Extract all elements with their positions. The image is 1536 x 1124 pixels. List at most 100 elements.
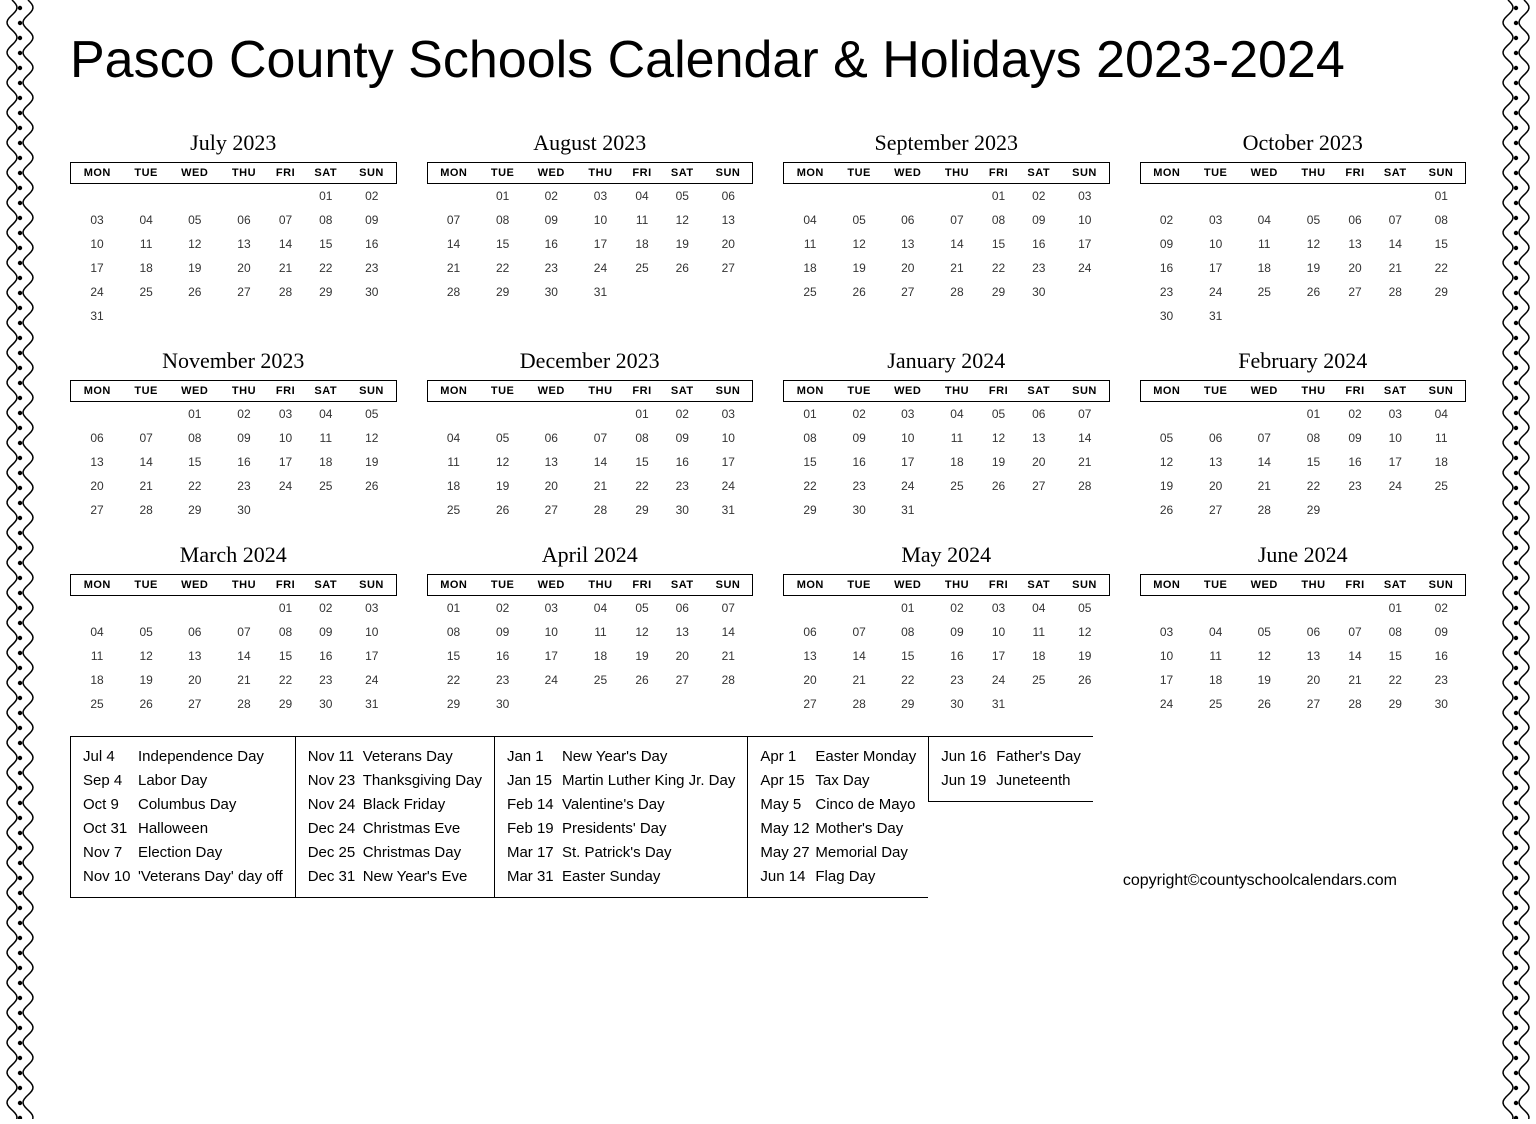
day-cell: 14: [267, 232, 304, 256]
day-cell: 15: [304, 232, 348, 256]
day-cell: 10: [1140, 644, 1193, 668]
day-cell: 12: [124, 644, 169, 668]
day-header: SAT: [1017, 575, 1061, 596]
day-cell: 21: [934, 256, 980, 280]
day-cell: 10: [980, 620, 1017, 644]
day-cell: 11: [1193, 644, 1238, 668]
holiday-row: May 5Cinco de Mayo: [760, 793, 916, 817]
day-header: MON: [1140, 575, 1193, 596]
month-block: October 2023MONTUEWEDTHUFRISATSUN0102030…: [1140, 130, 1467, 328]
day-cell-empty: [1374, 184, 1418, 209]
day-cell: 26: [1061, 668, 1109, 692]
day-cell: 30: [221, 498, 267, 522]
day-cell: 29: [1417, 280, 1465, 304]
day-cell: 09: [1017, 208, 1061, 232]
day-header: WED: [882, 381, 934, 402]
day-cell: 21: [577, 474, 623, 498]
day-cell: 25: [124, 280, 169, 304]
day-header: TUE: [480, 575, 525, 596]
day-cell: 19: [1140, 474, 1193, 498]
holiday-date: Jul 4: [83, 745, 138, 769]
month-name: February 2024: [1140, 348, 1467, 374]
holiday-date: Mar 17: [507, 841, 562, 865]
day-header: TUE: [837, 381, 882, 402]
day-cell: 08: [169, 426, 221, 450]
day-cell: 05: [1140, 426, 1193, 450]
day-cell: 06: [169, 620, 221, 644]
day-cell: 09: [348, 208, 396, 232]
day-header: FRI: [624, 381, 661, 402]
day-cell: 24: [348, 668, 396, 692]
day-cell: 08: [624, 426, 661, 450]
day-cell: 07: [1374, 208, 1418, 232]
day-cell: 26: [837, 280, 882, 304]
day-cell: 23: [480, 668, 525, 692]
day-cell: 21: [124, 474, 169, 498]
day-cell-empty: [1238, 184, 1290, 209]
day-cell-empty: [267, 184, 304, 209]
day-cell: 31: [71, 304, 124, 328]
day-header: MON: [1140, 163, 1193, 184]
month-block: May 2024MONTUEWEDTHUFRISATSUN01020304050…: [783, 542, 1110, 716]
month-name: April 2024: [427, 542, 754, 568]
day-cell: 24: [704, 474, 752, 498]
day-header: SAT: [304, 575, 348, 596]
day-cell: 09: [1417, 620, 1465, 644]
day-cell-empty: [1337, 184, 1374, 209]
day-cell: 09: [837, 426, 882, 450]
day-cell: 01: [304, 184, 348, 209]
day-cell: 23: [304, 668, 348, 692]
day-cell: 19: [1238, 668, 1290, 692]
day-cell: 18: [1238, 256, 1290, 280]
day-cell-empty: [124, 596, 169, 621]
holiday-name: Flag Day: [815, 865, 875, 889]
day-cell: 14: [1061, 426, 1109, 450]
month-table: MONTUEWEDTHUFRISATSUN0102030405060708091…: [427, 162, 754, 304]
day-cell: 05: [980, 402, 1017, 427]
month-block: September 2023MONTUEWEDTHUFRISATSUN01020…: [783, 130, 1110, 328]
day-header: THU: [577, 575, 623, 596]
day-cell-empty: [348, 304, 396, 328]
day-cell: 19: [661, 232, 705, 256]
day-cell: 04: [1193, 620, 1238, 644]
day-header: SUN: [348, 381, 396, 402]
holiday-date: Dec 24: [308, 817, 363, 841]
day-cell: 25: [1193, 692, 1238, 716]
day-header: FRI: [980, 381, 1017, 402]
holiday-name: Thanksgiving Day: [363, 769, 482, 793]
day-cell: 14: [1374, 232, 1418, 256]
day-header: WED: [882, 575, 934, 596]
day-cell-empty: [124, 402, 169, 427]
month-name: November 2023: [70, 348, 397, 374]
day-cell-empty: [427, 402, 480, 427]
day-cell: 04: [1417, 402, 1465, 427]
day-cell: 03: [1140, 620, 1193, 644]
holiday-name: Memorial Day: [815, 841, 908, 865]
day-cell: 02: [480, 596, 525, 621]
holiday-name: Valentine's Day: [562, 793, 665, 817]
day-cell: 06: [525, 426, 577, 450]
day-cell: 16: [1337, 450, 1374, 474]
holiday-date: May 27: [760, 841, 815, 865]
day-cell: 21: [837, 668, 882, 692]
day-cell: 06: [221, 208, 267, 232]
day-header: WED: [1238, 381, 1290, 402]
day-cell: 16: [661, 450, 705, 474]
day-cell: 15: [267, 644, 304, 668]
day-cell-empty: [525, 692, 577, 716]
day-cell: 18: [71, 668, 124, 692]
holiday-date: Apr 15: [760, 769, 815, 793]
day-cell-empty: [71, 596, 124, 621]
day-cell: 01: [624, 402, 661, 427]
day-cell: 26: [480, 498, 525, 522]
day-cell: 09: [480, 620, 525, 644]
day-cell: 11: [304, 426, 348, 450]
day-cell: 28: [1337, 692, 1374, 716]
day-header: FRI: [624, 163, 661, 184]
day-header: SAT: [661, 381, 705, 402]
day-cell: 12: [661, 208, 705, 232]
day-cell: 10: [704, 426, 752, 450]
day-cell: 11: [1417, 426, 1465, 450]
day-cell: 10: [348, 620, 396, 644]
month-block: November 2023MONTUEWEDTHUFRISATSUN010203…: [70, 348, 397, 522]
